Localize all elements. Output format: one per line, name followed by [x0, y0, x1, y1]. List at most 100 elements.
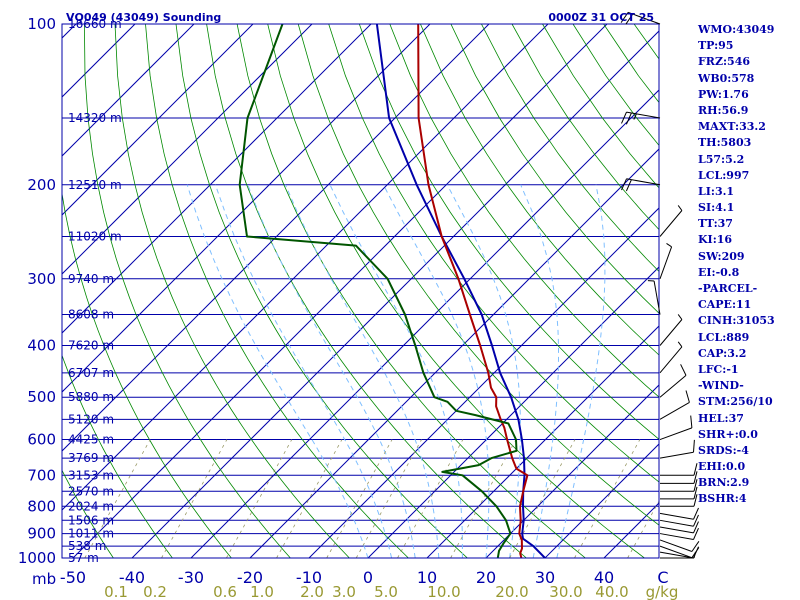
temperature-tick-label: 0: [363, 568, 373, 587]
dry-adiabat: [62, 469, 114, 558]
dry-adiabat: [145, 24, 409, 558]
height-label: 5880 m: [68, 390, 114, 404]
temperature-tick-label: 20: [476, 568, 496, 587]
isotherm: [62, 24, 313, 275]
height-label: 7620 m: [68, 339, 114, 353]
height-labels: 16660 m 14320 m 12510 m 11020 m 9740 m 8608 m…: [68, 17, 122, 565]
wind-barb-flag: [693, 479, 698, 492]
moist-adiabat: [247, 184, 416, 558]
index-item: KI:16: [698, 233, 733, 247]
wind-barb-flag: [693, 486, 698, 500]
wind-barb-flag: [685, 390, 690, 403]
dry-adiabat: [328, 24, 659, 483]
pressure-tick-label: 500: [27, 388, 56, 406]
isotherm: [485, 384, 659, 558]
dry-adiabat: [420, 24, 659, 356]
mixing-ratio-line: [450, 439, 517, 558]
mixing-ratio-tick-label: 1.0: [250, 583, 274, 600]
wind-barb-flag: [625, 13, 634, 25]
index-item: TP:95: [698, 39, 734, 53]
isotherm: [62, 24, 195, 157]
sounding-indices: WMO:43049 TP:95 FRZ:546 WB0:578 PW:1.76 RH:56…: [698, 22, 798, 508]
mixing-ratio-line: [574, 439, 641, 558]
mixing-ratio-line: [627, 500, 659, 558]
wind-barbs: [620, 11, 700, 559]
height-label: 2024 m: [68, 499, 114, 513]
mixing-ratio-tick-label: 0.6: [213, 583, 237, 600]
dry-adiabat: [358, 24, 659, 440]
height-label: 3153 m: [68, 468, 114, 482]
wind-barb: [659, 479, 698, 492]
dewpoint-trace: [238, 24, 518, 558]
temperature-tick-label: -20: [237, 568, 263, 587]
mixing-ratio-tick-label: 10.0: [427, 583, 460, 600]
temperature-tick-label: -40: [119, 568, 145, 587]
moist-adiabat: [446, 184, 522, 558]
mixing-ratio-tick-label: 0.1: [104, 583, 128, 600]
isotherm: [308, 207, 659, 558]
height-label: 9740 m: [68, 272, 114, 286]
wind-barb-flag: [693, 463, 698, 476]
wind-barb: [659, 390, 690, 420]
index-item: BRN:2.9: [698, 476, 750, 490]
mixing-ratio-tick-label: g/kg: [646, 583, 679, 600]
moist-adiabat: [556, 184, 606, 558]
index-item: RH:56.9: [698, 103, 749, 117]
wind-barb-staff: [659, 427, 693, 441]
wind-barb-staff: [659, 401, 690, 420]
mixing-ratio-line: [397, 439, 464, 558]
isotherm: [72, 24, 608, 558]
index-item: STM:256/10: [698, 395, 773, 409]
wind-barb-staff: [627, 11, 661, 25]
wind-barb: [659, 545, 700, 559]
sounding-time: 0000Z 31 OCT 25: [548, 11, 654, 24]
index-item: BSHR:4: [698, 492, 747, 506]
pressure-axis: 100 200 300 400 500 600 700 800 900 1000: [18, 15, 56, 567]
wind-barb-staff: [659, 539, 693, 552]
wind-barb: [659, 527, 699, 540]
mixing-ratio-tick-label: 2.0: [300, 583, 324, 600]
mixing-ratio-tick-label: 30.0: [549, 583, 582, 600]
wind-barb-staff: [659, 210, 683, 237]
isotherm: [249, 148, 659, 558]
sounding-profiles: [238, 24, 546, 558]
index-item: SHR+:0.0: [698, 427, 758, 441]
wind-barb-flag: [693, 439, 695, 453]
index-item: LCL:889: [698, 330, 750, 344]
moist-adiabat: [382, 184, 490, 558]
isotherm: [190, 89, 659, 558]
wind-barb: [659, 539, 700, 552]
isotherm: [62, 24, 254, 216]
index-item: LFC:-1: [698, 362, 739, 376]
wind-barb-staff: [659, 246, 673, 279]
temperature-tick-label: -10: [296, 568, 322, 587]
index-item: FRZ:546: [698, 55, 751, 69]
wind-barb-half: [666, 242, 672, 248]
dry-adiabat: [267, 24, 645, 558]
wind-barb-flag: [621, 111, 627, 124]
index-item: CAPE:11: [698, 298, 752, 312]
wind-barb: [659, 494, 698, 507]
mixing-ratio-tick-label: 0.2: [143, 583, 167, 600]
wind-barb-flag: [693, 507, 699, 520]
wind-barb-flag: [693, 514, 699, 527]
wind-barb-staff: [659, 346, 683, 374]
dry-adiabat: [62, 354, 173, 558]
wind-barb: [659, 463, 698, 476]
wind-barb: [621, 111, 661, 125]
dry-adiabat: [481, 24, 659, 272]
mixing-ratio-line: [326, 439, 393, 558]
temperature-trace: [417, 24, 529, 558]
wind-barb-flag: [620, 12, 629, 23]
dry-adiabat: [114, 24, 350, 558]
mixing-ratio-line: [355, 439, 422, 558]
index-item: -PARCEL-: [698, 282, 758, 295]
index-item: CAP:3.2: [698, 346, 747, 360]
height-label: 12510 m: [68, 178, 122, 192]
wind-barb-flag: [693, 494, 698, 507]
index-item: WB0:578: [698, 71, 755, 85]
temperature-tick-label: C: [657, 568, 668, 587]
pressure-tick-label: 700: [27, 466, 56, 484]
index-item: PW:1.76: [698, 87, 749, 101]
